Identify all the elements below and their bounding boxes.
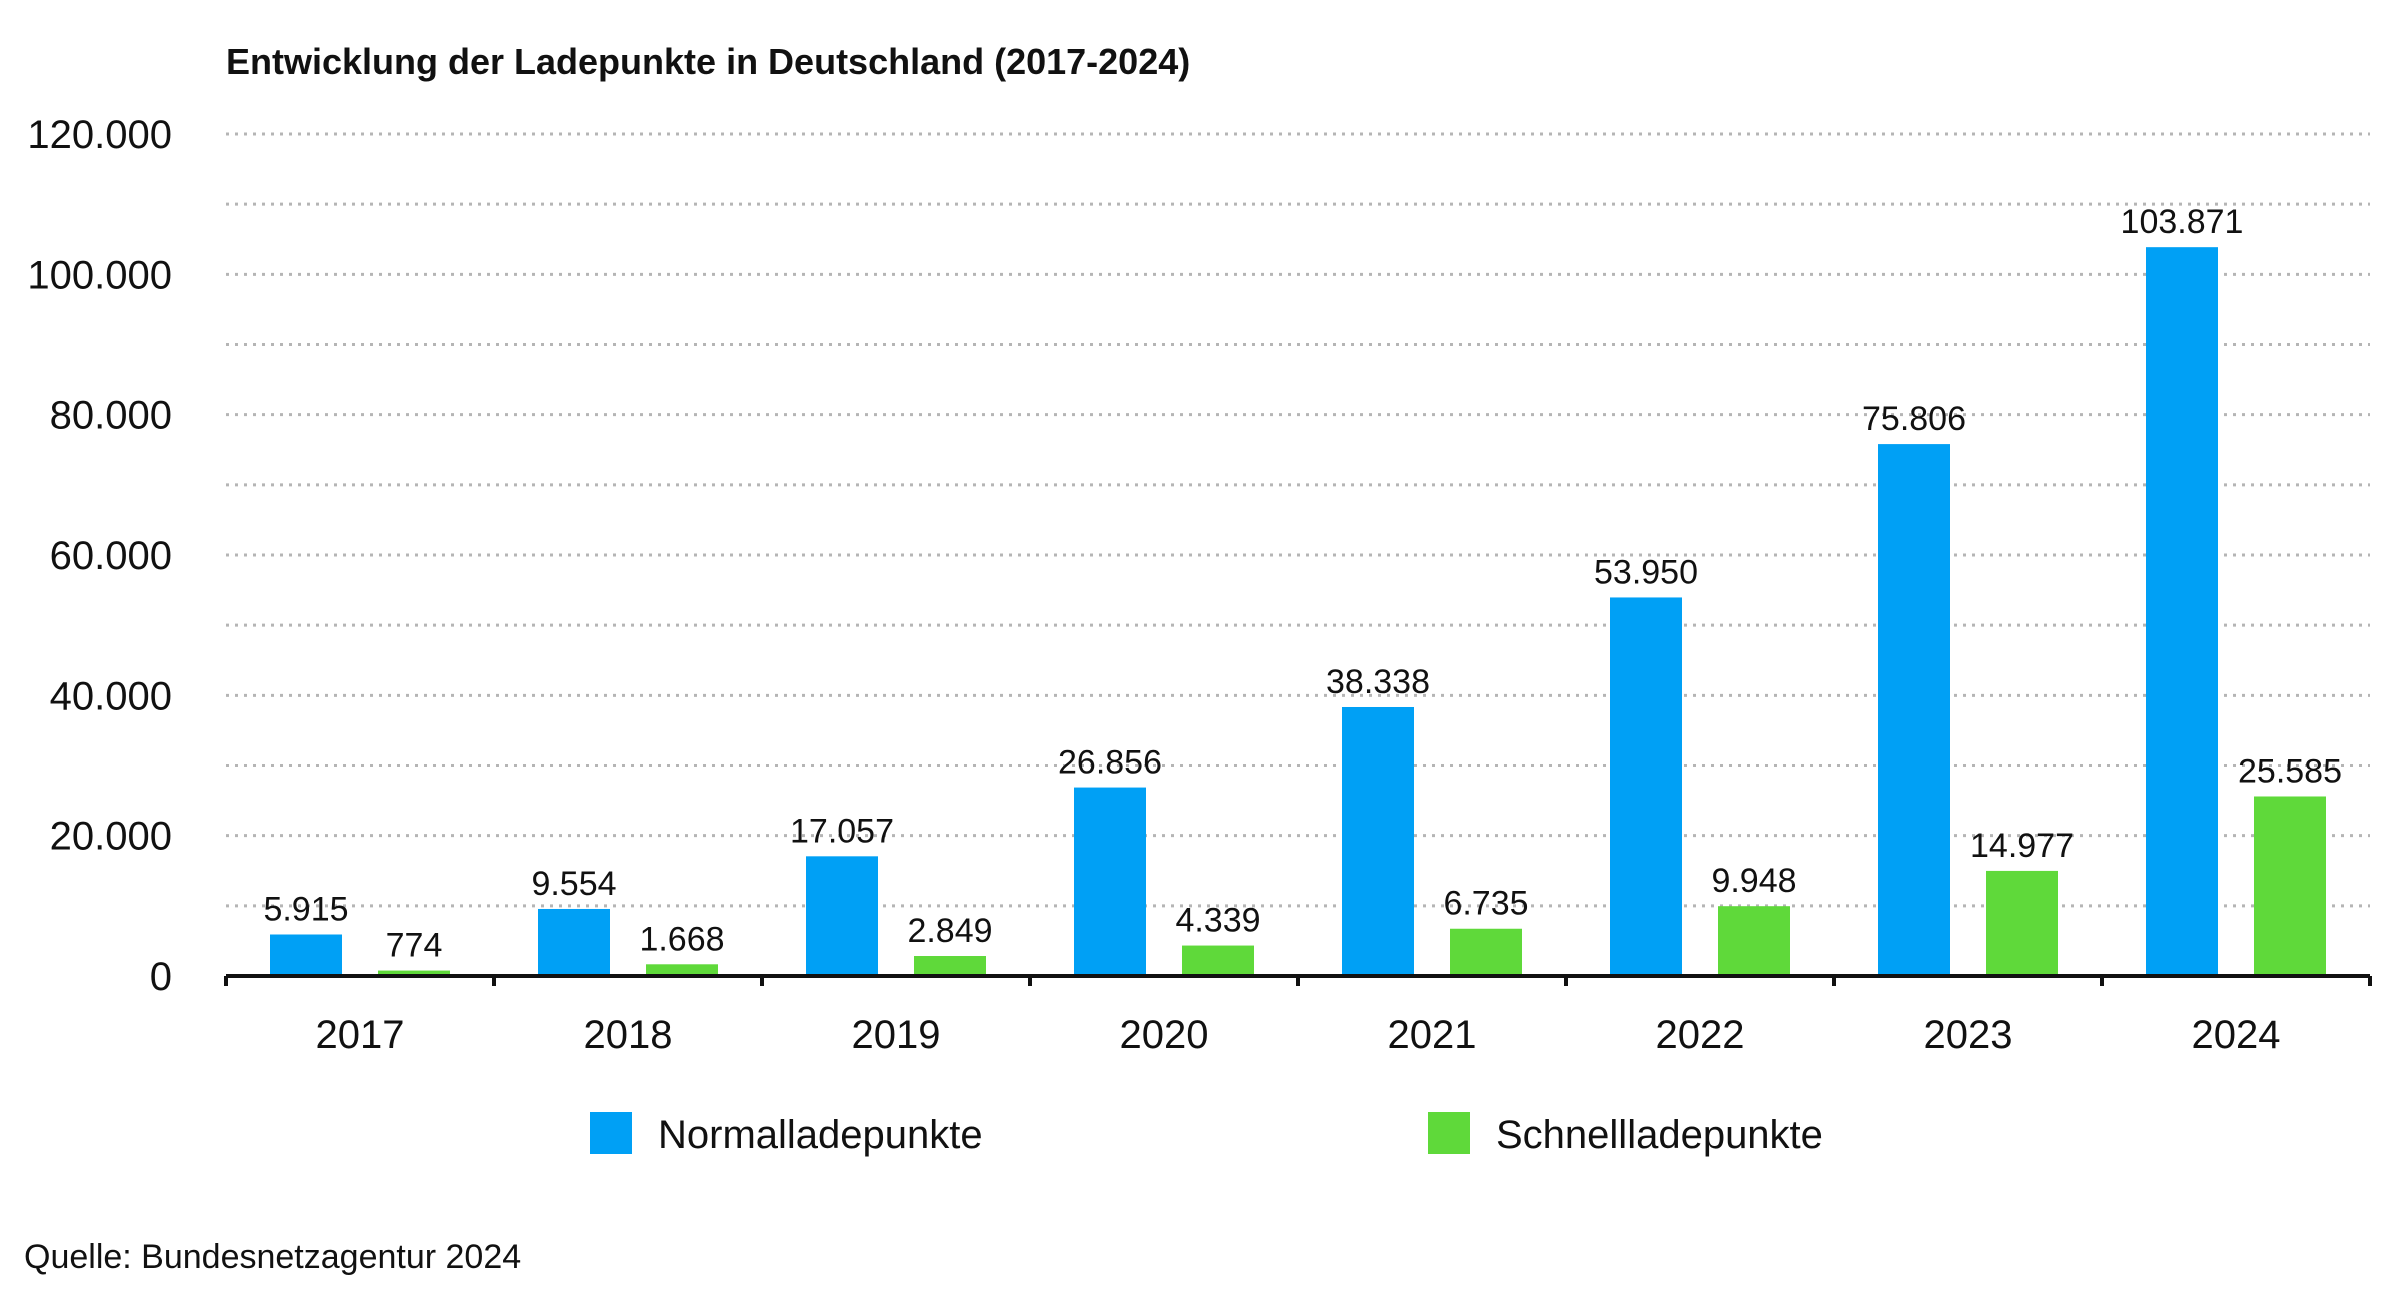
- data-labels: 5.915 9.554 17.057 26.856 38.338 53.950 75.806…: [263, 203, 2342, 964]
- x-tick-label: 2019: [852, 1013, 941, 1057]
- source-note: Quelle: Bundesnetzagentur 2024: [24, 1238, 521, 1276]
- x-axis: [224, 974, 2372, 986]
- x-tick-label: 2023: [1924, 1013, 2013, 1057]
- x-tick-label: 2020: [1120, 1013, 1209, 1057]
- legend-label-schnellladepunkte: Schnellladepunkte: [1496, 1113, 1823, 1157]
- x-tick-label: 2018: [584, 1013, 673, 1057]
- data-label: 53.950: [1594, 553, 1698, 591]
- data-label: 5.915: [263, 890, 348, 928]
- bar-schnellladepunkte-2020: [1182, 945, 1254, 976]
- x-tick-label: 2017: [316, 1013, 405, 1057]
- bar-normalladepunkte-2018: [538, 908, 610, 976]
- x-tick-label: 2022: [1656, 1013, 1745, 1057]
- bar-schnellladepunkte-2023: [1986, 870, 2058, 976]
- legend-swatch-normalladepunkte: [590, 1112, 632, 1154]
- bar-normalladepunkte-2017: [270, 934, 342, 976]
- bar-normalladepunkte-2020: [1074, 787, 1146, 976]
- x-tick-label: 2024: [2192, 1013, 2281, 1057]
- chart-title: Entwicklung der Ladepunkte in Deutschlan…: [226, 41, 1190, 82]
- bar-normalladepunkte-2022: [1610, 597, 1682, 976]
- data-label: 103.871: [2121, 203, 2244, 241]
- y-tick-label: 40.000: [50, 674, 172, 718]
- y-tick-label: 80.000: [50, 394, 172, 438]
- y-tick-label: 100.000: [27, 253, 172, 297]
- legend-swatch-schnellladepunkte: [1428, 1112, 1470, 1154]
- data-label: 4.339: [1175, 902, 1260, 940]
- bar-normalladepunkte-2023: [1878, 444, 1950, 976]
- y-tick-label: 20.000: [50, 815, 172, 859]
- data-label: 9.554: [531, 865, 616, 903]
- data-label: 75.806: [1862, 400, 1966, 438]
- bar-schnellladepunkte-2017: [378, 970, 450, 976]
- bar-normalladepunkte-2024: [2146, 247, 2218, 976]
- bar-normalladepunkte-2021: [1342, 706, 1414, 976]
- gridlines: [226, 132, 2370, 908]
- bar-schnellladepunkte-2021: [1450, 928, 1522, 976]
- data-label: 14.977: [1970, 827, 2074, 865]
- x-tick-label: 2021: [1388, 1013, 1477, 1057]
- y-axis-ticks: 0 20.000 40.000 60.000 80.000 100.000 120.000: [27, 113, 172, 999]
- x-axis-ticks: 2017 2018 2019 2020 2021 2022 2023 2024: [316, 1013, 2281, 1057]
- bar-normalladepunkte-2019: [806, 856, 878, 976]
- legend: Normalladepunkte Schnellladepunkte: [590, 1112, 1823, 1157]
- data-label: 17.057: [790, 812, 894, 850]
- y-tick-label: 60.000: [50, 534, 172, 578]
- legend-label-normalladepunkte: Normalladepunkte: [658, 1113, 983, 1157]
- bar-schnellladepunkte-2019: [914, 956, 986, 976]
- bar-schnellladepunkte-2022: [1718, 906, 1790, 976]
- data-label: 1.668: [639, 920, 724, 958]
- bar-schnellladepunkte-2018: [646, 964, 718, 976]
- data-label: 2.849: [907, 912, 992, 950]
- data-label: 774: [386, 927, 443, 965]
- data-label: 26.856: [1058, 744, 1162, 782]
- bar-schnellladepunkte-2024: [2254, 796, 2326, 976]
- y-tick-label: 120.000: [27, 113, 172, 157]
- data-label: 25.585: [2238, 752, 2342, 790]
- y-tick-label: 0: [150, 955, 172, 999]
- data-label: 9.948: [1711, 862, 1796, 900]
- bars: [270, 247, 2326, 976]
- data-label: 38.338: [1326, 663, 1430, 701]
- data-label: 6.735: [1443, 885, 1528, 923]
